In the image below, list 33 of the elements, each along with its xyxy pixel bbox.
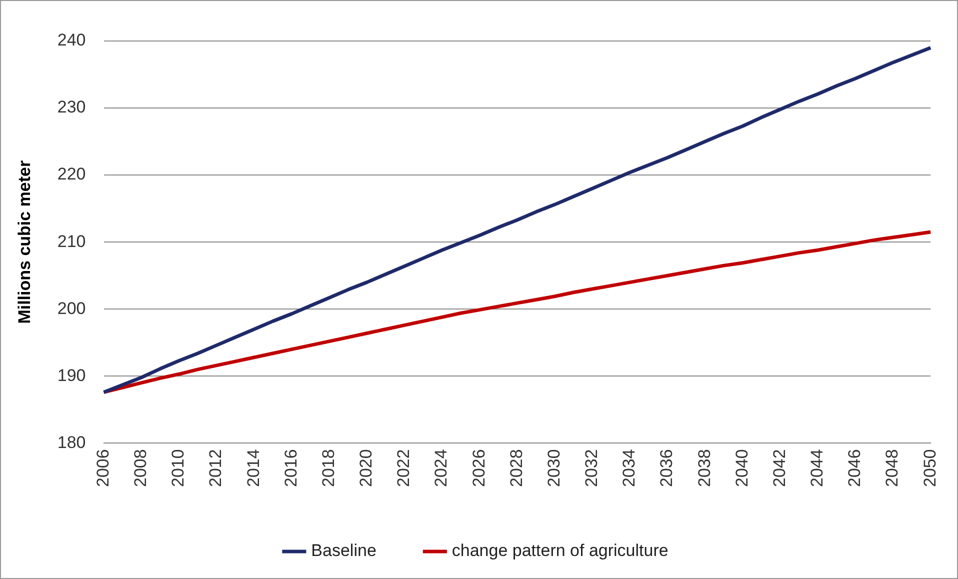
x-tick-label: 2040 [732, 449, 752, 488]
y-tick-label: 220 [57, 164, 86, 184]
x-tick-label: 2010 [168, 449, 188, 488]
x-tick-label: 2044 [808, 449, 827, 488]
x-tick-label: 2038 [694, 449, 714, 488]
y-tick-label: 200 [57, 298, 86, 318]
x-tick-label: 2022 [394, 449, 414, 488]
x-tick-label: 2014 [244, 449, 263, 488]
x-tick-label: 2050 [920, 449, 940, 488]
x-tick-label: 2034 [620, 449, 639, 488]
y-tick-label: 210 [57, 232, 86, 251]
legend-label: Baseline [311, 541, 376, 560]
x-tick-label: 2030 [544, 449, 564, 488]
x-tick-label: 2032 [582, 449, 602, 488]
y-tick-label: 230 [57, 98, 86, 117]
legend-label: change pattern of agriculture [452, 541, 668, 560]
x-tick-label: 2046 [845, 449, 864, 488]
x-tick-label: 2008 [131, 449, 150, 488]
x-tick-label: 2048 [882, 449, 902, 488]
x-tick-label: 2006 [93, 449, 112, 488]
x-tick-label: 2020 [356, 449, 376, 488]
x-tick-label: 2036 [657, 449, 676, 488]
y-tick-label: 190 [57, 366, 86, 385]
x-tick-label: 2012 [206, 449, 226, 488]
x-tick-label: 2016 [281, 449, 300, 488]
y-tick-label: 180 [57, 432, 86, 452]
x-tick-label: 2024 [432, 449, 451, 488]
x-tick-label: 2026 [469, 449, 488, 488]
y-axis-title: Millions cubic meter [14, 160, 34, 324]
x-tick-label: 2018 [318, 449, 338, 488]
x-tick-label: 2042 [770, 449, 789, 488]
x-tick-label: 2028 [506, 449, 526, 488]
y-tick-label: 240 [57, 30, 86, 50]
